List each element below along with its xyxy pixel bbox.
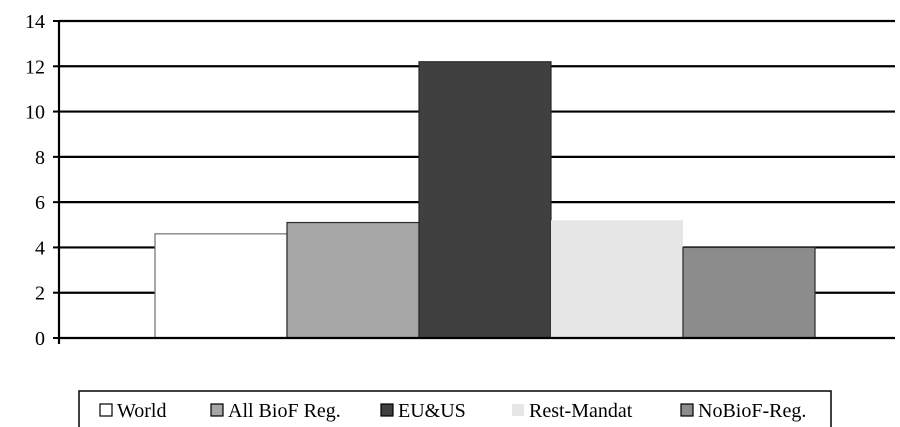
legend-swatch <box>380 403 394 417</box>
y-tick-label: 0 <box>35 328 45 350</box>
bar-rest-mandat <box>551 220 683 338</box>
y-tick-label: 10 <box>25 102 45 124</box>
legend-label: World <box>117 400 167 422</box>
legend-swatch <box>99 403 113 417</box>
legend-swatch <box>210 403 224 417</box>
bar-nobiof-reg <box>682 246 816 339</box>
legend-label: Rest-Mandat <box>529 400 633 422</box>
y-tick-label: 14 <box>25 11 45 33</box>
bar-world <box>154 233 288 339</box>
axes: 0 2 4 6 8 10 12 14 <box>25 11 895 350</box>
bar-all-biof-reg <box>286 221 420 339</box>
bars <box>154 61 816 339</box>
legend-box <box>78 390 832 427</box>
legend-label: NoBioF-Reg. <box>698 400 806 422</box>
y-tick-label: 12 <box>25 56 45 78</box>
legend: World All BioF Reg. EU&US Rest-Mandat NoBioF… <box>78 390 832 427</box>
y-tick-label: 2 <box>35 283 45 305</box>
legend-label: All BioF Reg. <box>228 400 341 422</box>
legend-swatch <box>512 404 524 416</box>
y-tick-label: 6 <box>35 192 45 214</box>
legend-label: EU&US <box>398 400 466 422</box>
bar-eu-us <box>418 61 552 339</box>
legend-swatch <box>680 403 694 417</box>
y-tick-label: 8 <box>35 147 45 169</box>
y-tick-label: 4 <box>35 237 45 259</box>
